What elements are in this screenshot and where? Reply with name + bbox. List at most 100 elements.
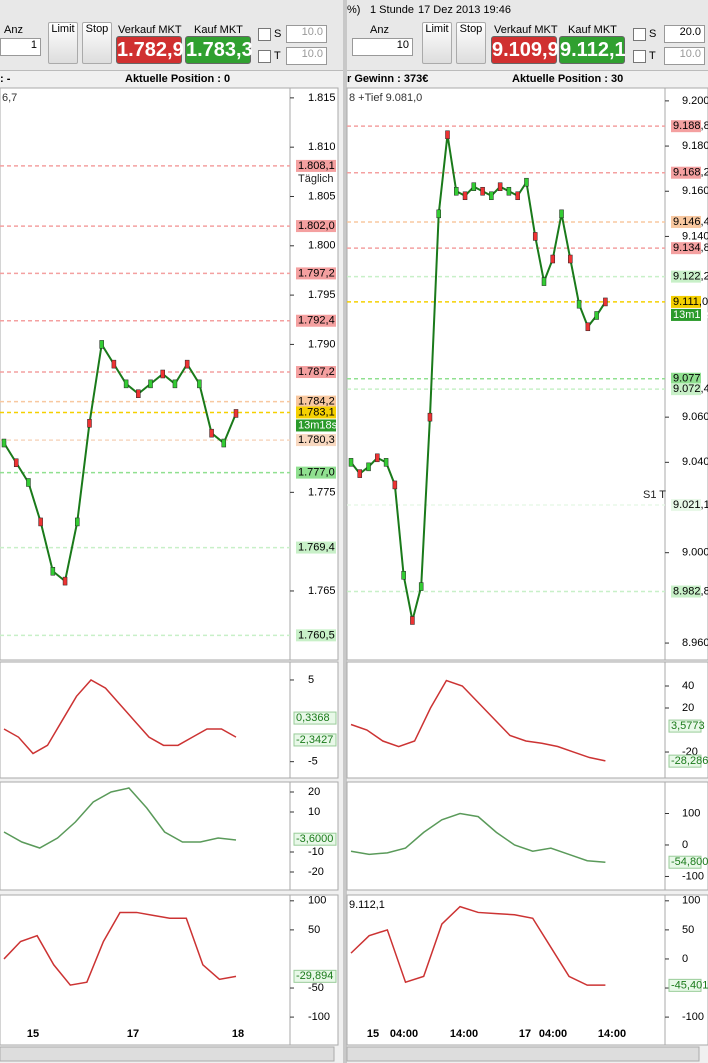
- x-tick-label: 18: [232, 1028, 244, 1040]
- y-tick-label: 5: [308, 674, 314, 686]
- timer-bg: [296, 419, 336, 432]
- x-tick-label: 17: [519, 1028, 531, 1040]
- y-tick-label: 20: [682, 702, 694, 714]
- checkbox[interactable]: [633, 50, 646, 63]
- y-tick-label: 1.810: [308, 141, 336, 153]
- candle: [603, 297, 608, 307]
- panel-bg: [0, 894, 291, 1046]
- sell-button[interactable]: 1.782,9: [116, 36, 184, 64]
- y-tick-label: 9.200: [682, 95, 708, 107]
- level-box: [296, 406, 336, 419]
- candle: [26, 478, 31, 487]
- level-box: [671, 372, 701, 385]
- candle: [172, 379, 178, 389]
- level-label: 9.188,8: [673, 120, 708, 132]
- candle: [160, 369, 165, 379]
- y-tick-label: 40: [682, 680, 694, 692]
- value-box: [293, 969, 337, 983]
- level-label: 1.797,2: [298, 267, 335, 279]
- buy-button[interactable]: 1.783,3: [185, 36, 253, 64]
- input[interactable]: 10.0: [286, 47, 327, 65]
- candle: [568, 254, 573, 264]
- level-box: [296, 314, 336, 327]
- candle: [497, 182, 503, 191]
- checkbox[interactable]: [633, 28, 646, 41]
- value-box: [668, 719, 702, 733]
- level-box: [671, 295, 701, 308]
- level-box: [671, 242, 701, 255]
- header-fragment: 8 +Tief 9.081,0: [349, 92, 422, 104]
- level-box: [671, 215, 701, 228]
- buy-button[interactable]: 9.112,1: [559, 36, 626, 64]
- input[interactable]: 20.0: [664, 25, 705, 43]
- timer-bg: [671, 308, 701, 321]
- y-tick-label: 9.000: [682, 547, 708, 559]
- value-box: [668, 754, 702, 768]
- candle: [13, 458, 19, 468]
- limit-button[interactable]: Limit: [48, 22, 78, 64]
- level-label: 9.077: [673, 373, 701, 385]
- candle: [462, 191, 468, 201]
- y-tick-label: 20: [308, 786, 320, 798]
- candle: [357, 469, 363, 478]
- input[interactable]: 10.0: [286, 25, 327, 43]
- level-label: 1.787,2: [298, 366, 335, 378]
- candle: [532, 232, 538, 241]
- header-text: r Gewinn : 373€: [347, 73, 429, 85]
- level-label: 1.784,2: [298, 396, 335, 408]
- input[interactable]: 10.0: [664, 47, 705, 65]
- sell-button[interactable]: 9.109,9: [491, 36, 559, 64]
- y-tick-label: 0: [682, 953, 688, 965]
- y-tick-label: 9.140: [682, 230, 708, 242]
- level-box: [671, 383, 701, 396]
- indicator-line: [350, 679, 606, 762]
- candle: [62, 576, 68, 586]
- y-tick-label: 1.775: [308, 486, 336, 498]
- label: %): [347, 4, 361, 16]
- stop-button[interactable]: Stop: [456, 22, 486, 64]
- level-label: 9.111,0: [673, 296, 708, 308]
- scrollbar: [346, 1046, 700, 1062]
- candle: [375, 453, 380, 463]
- candle: [197, 379, 202, 389]
- y-tick-label: -50: [308, 982, 324, 994]
- y-tick-label: -20: [308, 866, 324, 878]
- y-tick-label: 100: [682, 807, 700, 819]
- checkbox[interactable]: [258, 50, 271, 63]
- y-tick-label: 1.795: [308, 289, 336, 301]
- level-box: [296, 267, 336, 280]
- level-box: [671, 499, 701, 512]
- candle: [410, 616, 415, 625]
- label: T: [274, 50, 281, 62]
- value-label: -54,800: [671, 856, 708, 868]
- value-box: [668, 978, 702, 992]
- limit-button[interactable]: Limit: [422, 22, 452, 64]
- candle: [594, 311, 599, 320]
- checkbox[interactable]: [258, 28, 271, 41]
- quantity-input[interactable]: 1: [0, 38, 41, 56]
- label: T: [649, 50, 656, 62]
- y-tick-label: 1.815: [308, 92, 336, 104]
- indicator-line: [3, 911, 237, 986]
- y-tick-label: 1.805: [308, 190, 336, 202]
- y-tick-label: 1.790: [308, 338, 336, 350]
- y-tick-label: 100: [308, 895, 326, 907]
- quantity-input[interactable]: 10: [352, 38, 413, 56]
- candle: [559, 209, 564, 219]
- level-box: [296, 541, 336, 554]
- panel-bg: [346, 781, 666, 891]
- level-label: 1.769,4: [298, 541, 335, 553]
- panel-bg: [346, 894, 666, 1046]
- value-label: 0,3368: [296, 712, 330, 724]
- note: S1 T: [643, 489, 666, 501]
- panel-bg: [346, 661, 666, 779]
- value-label: -45,401: [671, 979, 708, 991]
- stop-button[interactable]: Stop: [82, 22, 112, 64]
- level-label: 9.168,2: [673, 167, 708, 179]
- y-tick-label: 9.160: [682, 185, 708, 197]
- label: Anz: [4, 24, 23, 36]
- candle: [87, 419, 92, 428]
- header-fragment: 6,7: [2, 92, 17, 104]
- label: Kauf MKT: [568, 24, 617, 36]
- level-label: 9.146,4: [673, 216, 708, 228]
